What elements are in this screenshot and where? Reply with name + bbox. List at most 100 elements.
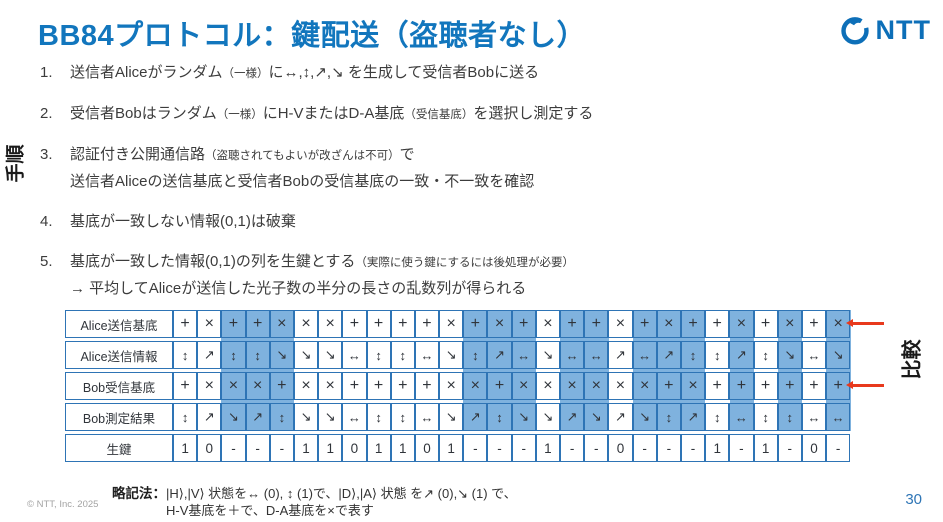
- table-cell: ↗: [608, 403, 633, 431]
- compare-label: 比較: [901, 339, 924, 380]
- table-cell: ↗: [463, 403, 488, 431]
- table-cell: +: [632, 310, 657, 338]
- step-1: 1. 送信者Aliceがランダム（一様）に↔,↕,↗,↘ を生成して受信者Bobに…: [40, 60, 913, 87]
- table-cell: +: [342, 372, 367, 400]
- legend: 略記法： |H⟩,|V⟩ 状態を↔ (0), ↕ (1)で、|D⟩,|A⟩ 状態…: [112, 486, 517, 519]
- table-cell: 0: [342, 434, 367, 462]
- step-segment: 基底が一致した情報(0,1)の列を生鍵とする: [70, 253, 356, 270]
- table-cell: -: [269, 434, 294, 462]
- table-cell: ↔: [560, 341, 585, 369]
- table-cell: ↕: [753, 403, 778, 431]
- table-cell: ×: [487, 310, 512, 338]
- table-cell: ↘: [293, 403, 319, 431]
- table-cell: ↘: [293, 341, 319, 369]
- table-cell: -: [584, 434, 609, 462]
- table-cell: ×: [439, 310, 464, 338]
- step-segment: で: [399, 146, 415, 163]
- table-cell: -: [463, 434, 488, 462]
- step-note: （一様）: [216, 109, 263, 121]
- step-segment: 受信者Bobはランダム: [70, 105, 217, 122]
- table-cell: ↕: [173, 341, 198, 369]
- table-cell: ↘: [269, 341, 294, 369]
- table-cell: ↕: [366, 403, 391, 431]
- step-number: 4.: [40, 213, 53, 230]
- table-cell: 1: [753, 434, 778, 462]
- table-cell: -: [777, 434, 802, 462]
- table-cell: 1: [293, 434, 319, 462]
- table-cell: ↗: [197, 403, 222, 431]
- table-cell: +: [753, 372, 778, 400]
- table-cell: ×: [584, 372, 609, 400]
- table-cell: ×: [511, 372, 536, 400]
- table-cell: ×: [197, 372, 222, 400]
- table-cell: 1: [439, 434, 464, 462]
- table-cell: ↕: [705, 403, 730, 431]
- table-cell: 1: [390, 434, 415, 462]
- table-cell: ↕: [463, 341, 488, 369]
- table-cell: ×: [197, 310, 222, 338]
- step-segment: に↔,↕,↗,↘ を生成して受信者Bobに送る: [268, 64, 540, 81]
- table-cell: ↘: [632, 403, 657, 431]
- table-cell: +: [414, 372, 440, 400]
- table-cell: ↕: [269, 403, 294, 431]
- table-cell: ↗: [608, 341, 633, 369]
- basis-mismatch-highlight: [463, 310, 488, 431]
- table-cell: +: [777, 372, 802, 400]
- table-cell: 1: [173, 434, 198, 462]
- row-label: Alice送信情報: [65, 341, 173, 369]
- table-cell: +: [560, 310, 585, 338]
- table-cell: -: [632, 434, 657, 462]
- table-cell: ×: [632, 372, 657, 400]
- table-cell: +: [680, 310, 706, 338]
- table-cell: -: [487, 434, 512, 462]
- table-cell: ↘: [535, 341, 560, 369]
- table-cell: ↕: [656, 403, 681, 431]
- table-cell: ↘: [318, 403, 343, 431]
- table-cell: 0: [801, 434, 827, 462]
- table-cell: ↘: [221, 403, 246, 431]
- basis-mismatch-highlight: [560, 310, 585, 431]
- table-cell: -: [511, 434, 536, 462]
- table-cell: +: [705, 310, 730, 338]
- table-cell: ×: [463, 372, 488, 400]
- side-label-procedure: 手順: [5, 144, 27, 183]
- table-cell: 1: [535, 434, 560, 462]
- ntt-dynamic-loop-icon: [840, 17, 869, 45]
- table-cell: ↗: [680, 403, 706, 431]
- table-cell: ↗: [197, 341, 222, 369]
- table-cell: ×: [318, 372, 343, 400]
- table-cell: ↔: [342, 403, 367, 431]
- basis-mismatch-highlight: [269, 310, 294, 431]
- table-cell: ↘: [584, 403, 609, 431]
- table-cell: 0: [414, 434, 440, 462]
- table-cell: ↕: [390, 341, 415, 369]
- step-segment: を選択し測定する: [473, 105, 594, 122]
- table-cell: ↘: [439, 341, 464, 369]
- table-cell: ↗: [560, 403, 585, 431]
- legend-line-1: |H⟩,|V⟩ 状態を↔ (0), ↕ (1)で、|D⟩,|A⟩ 状態 を↗ (…: [166, 486, 517, 501]
- row-label: Bob測定結果: [65, 403, 173, 431]
- table-cell: -: [560, 434, 585, 462]
- table-cell: ↗: [245, 403, 270, 431]
- step-text: 受信者Bobはランダム（一様）にH-VまたはD-A基底（受信基底）を選択し測定す…: [70, 101, 593, 128]
- compare-arrow-bob-basis: [846, 381, 884, 388]
- step-segment: 認証付き公開通信路: [70, 146, 206, 163]
- table-cell: 1: [705, 434, 730, 462]
- table-cell: ↔: [632, 341, 657, 369]
- step-2: 2. 受信者Bobはランダム（一様）にH-VまたはD-A基底（受信基底）を選択し測…: [40, 101, 913, 128]
- row-label: Alice送信基底: [65, 310, 173, 338]
- basis-mismatch-highlight: [778, 310, 803, 431]
- table-cell: ↔: [342, 341, 367, 369]
- step-note: （受信基底）: [404, 109, 474, 121]
- table-cell: ↘: [511, 403, 536, 431]
- legend-body: |H⟩,|V⟩ 状態を↔ (0), ↕ (1)で、|D⟩,|A⟩ 状態 を↗ (…: [166, 486, 517, 519]
- table-cell: +: [366, 372, 391, 400]
- basis-mismatch-highlight: [487, 310, 512, 431]
- table-cell: -: [221, 434, 246, 462]
- ntt-logo-text: NTT: [875, 14, 931, 45]
- table-cell: ×: [680, 372, 706, 400]
- basis-mismatch-highlight: [681, 310, 706, 431]
- table-cell: ↔: [414, 403, 440, 431]
- basis-mismatch-highlight: [245, 310, 270, 431]
- table-cell: +: [221, 310, 246, 338]
